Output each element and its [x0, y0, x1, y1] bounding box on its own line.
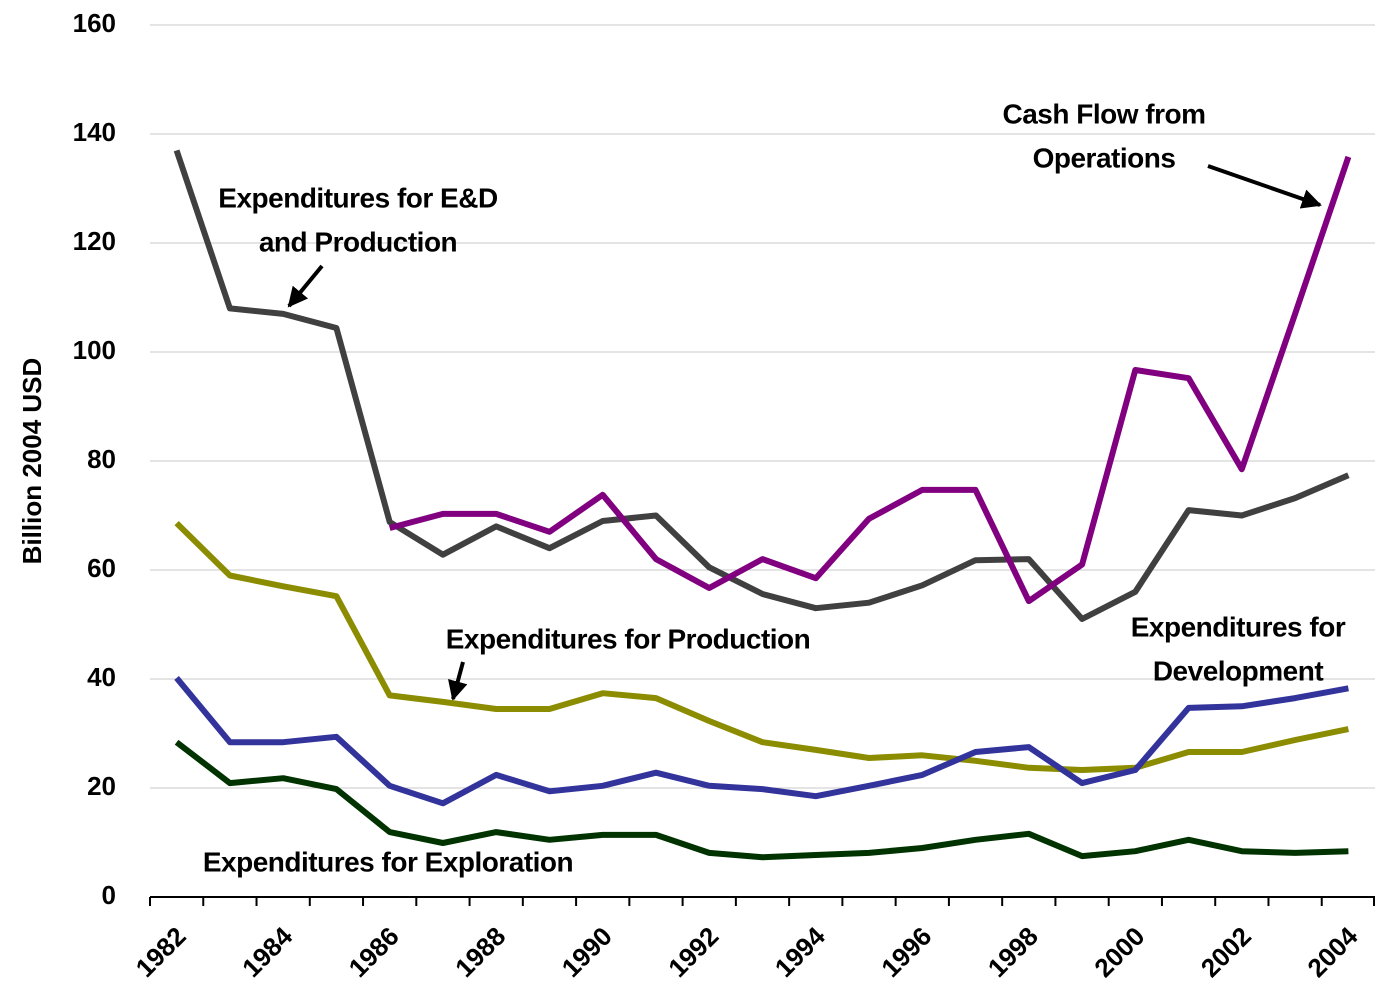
x-tick-label: 2002 — [1195, 921, 1257, 983]
series-line — [173, 149, 1350, 622]
series-label: Expenditures for — [1131, 611, 1346, 642]
series-label: Expenditures for Production — [446, 623, 811, 654]
series-line — [388, 155, 1352, 605]
series-label: Operations — [1033, 142, 1176, 173]
x-tick-label: 2000 — [1088, 921, 1150, 983]
arrow — [1207, 164, 1322, 209]
x-tick-label: 1988 — [449, 921, 511, 983]
y-tick-label: 60 — [87, 553, 116, 583]
y-tick-label: 160 — [73, 8, 116, 38]
series-label: Expenditures for Exploration — [203, 846, 573, 877]
y-tick-label: 80 — [87, 444, 116, 474]
series-label: Expenditures for E&D — [218, 182, 498, 213]
series-line — [174, 520, 1350, 773]
series-line — [174, 739, 1349, 861]
series-line — [174, 675, 1349, 807]
arrow — [448, 661, 468, 701]
x-tick-label: 1986 — [343, 921, 405, 983]
x-tick-label: 1990 — [556, 921, 618, 983]
arrow — [287, 264, 324, 308]
x-tick-label: 2004 — [1301, 921, 1363, 983]
series-label: Development — [1153, 655, 1323, 686]
series-label: and Production — [259, 226, 457, 257]
y-axis-label: Billion 2004 USD — [17, 358, 47, 565]
x-tick-label: 1984 — [236, 921, 298, 983]
x-tick-label: 1998 — [982, 921, 1044, 983]
y-tick-label: 140 — [73, 117, 116, 147]
arrows — [287, 164, 1322, 701]
x-tick-label: 1982 — [130, 921, 192, 983]
y-tick-label: 20 — [87, 771, 116, 801]
y-tick-label: 100 — [73, 335, 116, 365]
y-tick-label: 0 — [102, 880, 116, 910]
series-label: Cash Flow from — [1002, 98, 1205, 129]
x-tick-label: 1994 — [769, 921, 831, 983]
y-tick-label: 40 — [87, 662, 116, 692]
x-tick-label: 1996 — [875, 921, 937, 983]
x-tick-label: 1992 — [662, 921, 724, 983]
y-tick-label: 120 — [73, 226, 116, 256]
